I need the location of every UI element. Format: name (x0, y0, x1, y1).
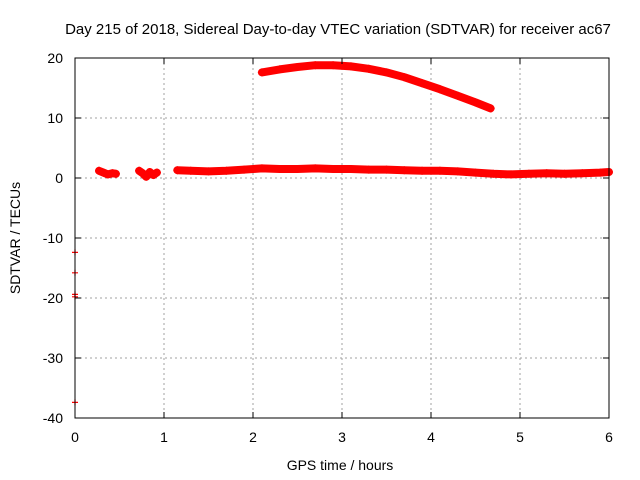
data-point (293, 165, 302, 173)
y-axis-label: SDTVAR / TECUs (7, 182, 23, 294)
data-point (204, 167, 213, 176)
y-tick-label: 20 (47, 50, 63, 66)
data-point (382, 68, 391, 77)
data-point (222, 166, 231, 175)
data-point (364, 64, 373, 73)
data-point (435, 166, 444, 175)
data-point (311, 61, 320, 70)
data-point (311, 164, 320, 173)
data-point (293, 63, 302, 71)
data-point (524, 169, 533, 178)
x-tick-label: 6 (605, 429, 613, 445)
data-point (453, 91, 462, 100)
data-point (596, 168, 605, 177)
y-tick-label: -40 (43, 410, 63, 426)
x-tick-label: 5 (516, 429, 524, 445)
data-point (507, 170, 516, 179)
data-point (471, 98, 480, 107)
data-point (418, 79, 427, 88)
data-point (578, 169, 587, 178)
data-point (346, 165, 355, 173)
data-point (257, 68, 266, 77)
data-point (382, 165, 391, 174)
x-tick-label: 4 (427, 429, 435, 445)
data-point (275, 165, 284, 173)
series-band (257, 61, 495, 113)
data-point (560, 169, 569, 178)
y-tick-label: 0 (55, 170, 63, 186)
data-point (329, 165, 338, 173)
data-point (152, 168, 161, 177)
data-point (418, 166, 427, 175)
data-point (142, 172, 151, 181)
data-point (400, 73, 409, 82)
gridlines (75, 58, 609, 418)
data-point (186, 166, 195, 175)
data-point (103, 170, 112, 179)
y-tick-label: -30 (43, 350, 63, 366)
y-tick-label: 10 (47, 110, 63, 126)
x-tick-label: 2 (249, 429, 257, 445)
data-point (346, 62, 355, 71)
data-point (257, 164, 266, 173)
y-tick-label: -10 (43, 230, 63, 246)
chart-title: Day 215 of 2018, Sidereal Day-to-day VTE… (65, 21, 611, 38)
data-points (72, 61, 613, 406)
x-tick-label: 1 (160, 429, 168, 445)
data-point (435, 85, 444, 94)
data-point (95, 166, 104, 175)
y-tick-label: -20 (43, 290, 63, 306)
data-point (111, 169, 120, 178)
x-axis-label: GPS time / hours (287, 457, 394, 473)
data-point (364, 165, 373, 174)
x-tick-label: 0 (71, 429, 79, 445)
data-point (173, 166, 182, 175)
data-point (99, 168, 108, 177)
data-point (329, 61, 338, 70)
data-point (240, 165, 249, 174)
data-point (471, 168, 480, 177)
axis-ticks: 0 1 2 3 4 5 6 -40 -30 -20 -10 0 10 20 (43, 50, 613, 445)
data-point (275, 65, 284, 74)
data-point (138, 169, 147, 178)
data-point (486, 104, 495, 113)
data-point (400, 166, 409, 175)
data-point (489, 169, 498, 178)
data-point (542, 169, 551, 178)
data-point (453, 167, 462, 176)
x-tick-label: 3 (338, 429, 346, 445)
